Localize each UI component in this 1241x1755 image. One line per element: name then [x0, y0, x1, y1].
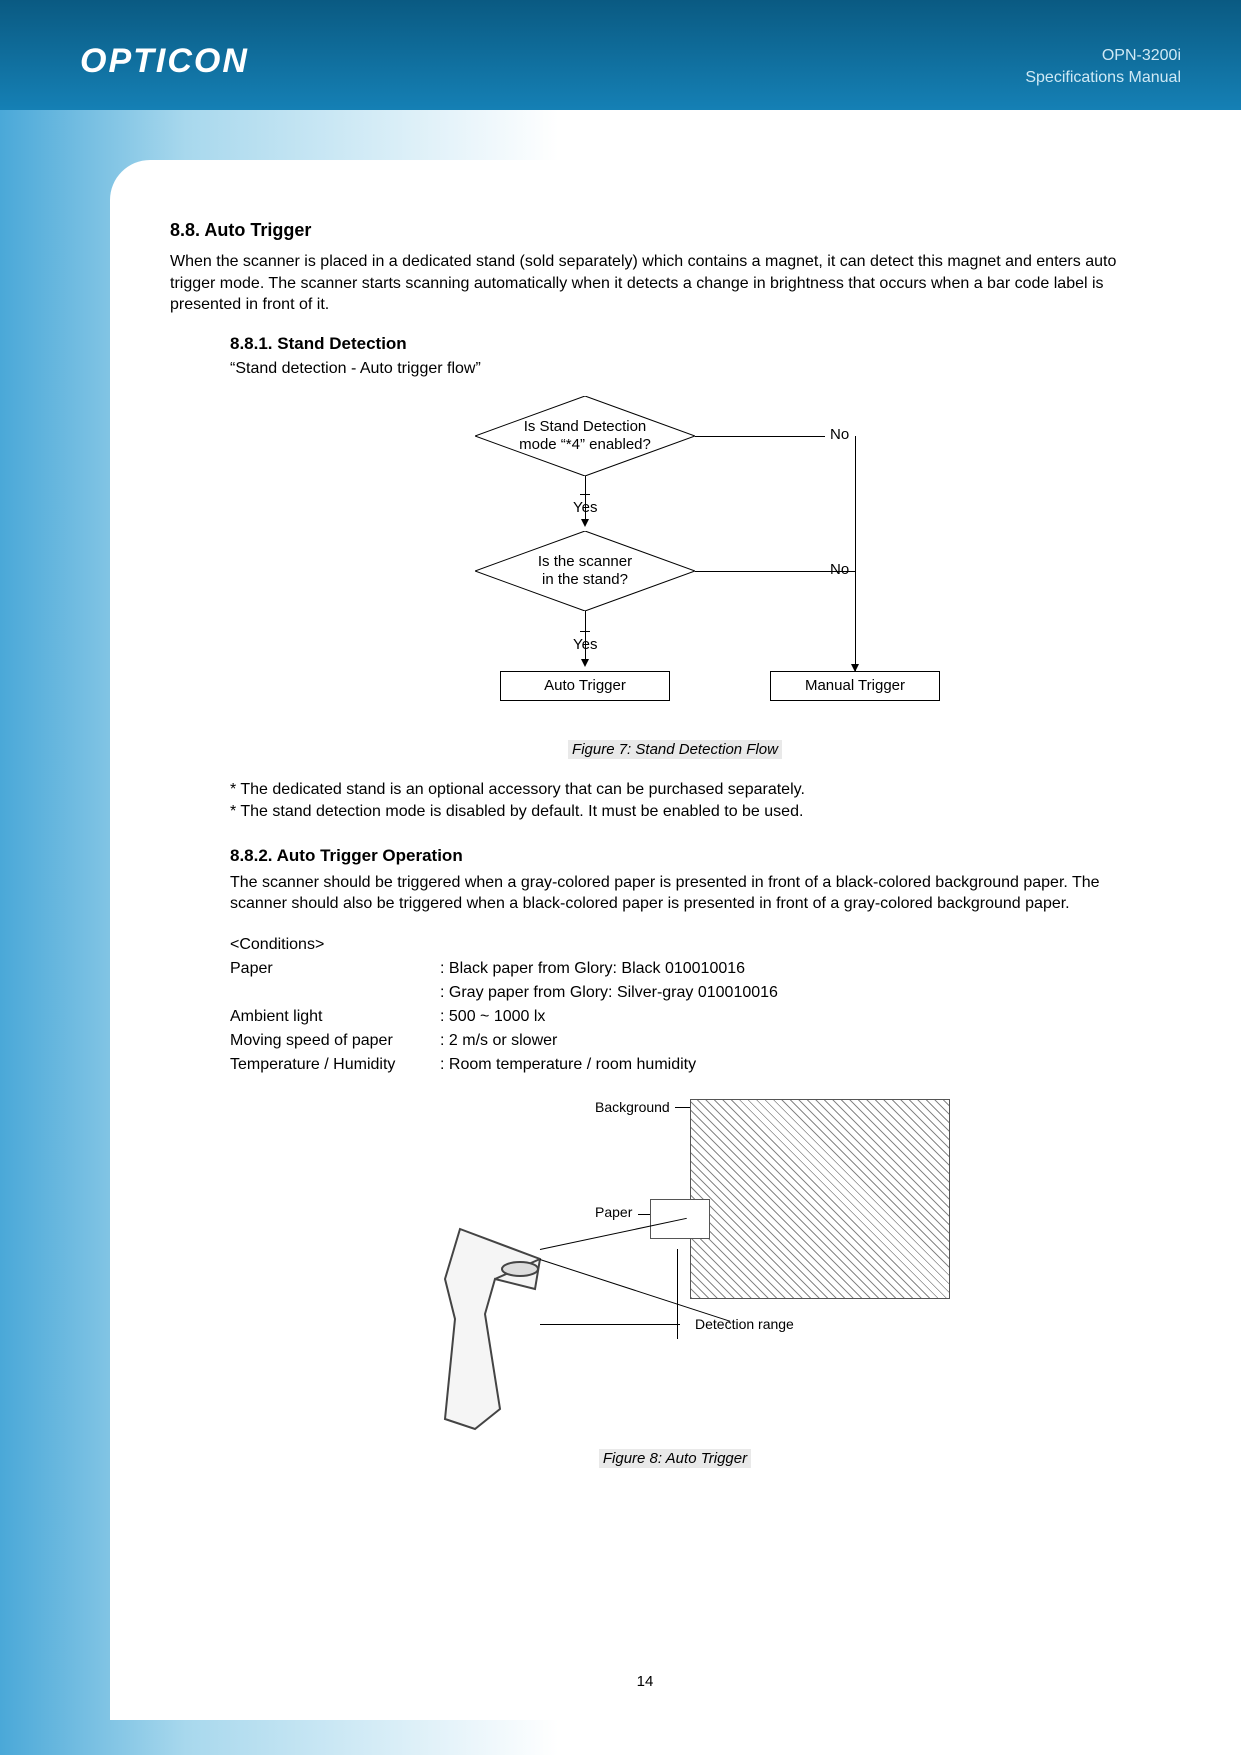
- sub1-note-1: * The stand detection mode is disabled b…: [230, 801, 1120, 823]
- sub2-title: Auto Trigger Operation: [277, 846, 463, 865]
- sub1-title: Stand Detection: [277, 334, 406, 353]
- sub2-para: The scanner should be triggered when a g…: [230, 872, 1120, 915]
- cond-label: Ambient light: [230, 1005, 440, 1029]
- flow-diamond-2: Is the scanner in the stand?: [475, 531, 695, 611]
- brand-logo: OPTICON: [80, 42, 360, 82]
- cond-row: : Gray paper from Glory: Silver-gray 010…: [230, 981, 1120, 1005]
- flow-yes-1: Yes: [573, 499, 597, 516]
- d2-background-label: Background: [595, 1099, 670, 1115]
- cond-label: Paper: [230, 957, 440, 981]
- cond-value: : 500 ~ 1000 lx: [440, 1005, 1120, 1029]
- stand-detection-flowchart: Is Stand Detection mode “*4” enabled? No…: [395, 396, 955, 726]
- flow-box-manual: Manual Trigger: [770, 671, 940, 701]
- flow-line: [855, 436, 856, 681]
- model-name: OPN-3200i: [1025, 45, 1181, 67]
- flow-d1-l2: mode “*4” enabled?: [519, 436, 651, 454]
- cond-label: [230, 981, 440, 1005]
- arrow-down-icon: [581, 659, 589, 667]
- d2-paper-label: Paper: [595, 1204, 632, 1220]
- figure-8-caption: Figure 8: Auto Trigger: [599, 1449, 751, 1468]
- d2-line: [540, 1324, 680, 1325]
- arrow-down-icon: [581, 519, 589, 527]
- conditions-block: <Conditions> Paper : Black paper from Gl…: [230, 933, 1120, 1077]
- cond-row: Ambient light : 500 ~ 1000 lx: [230, 1005, 1120, 1029]
- scanner-icon: [420, 1219, 570, 1439]
- flow-d1-l1: Is Stand Detection: [519, 418, 651, 436]
- flow-tick: [580, 631, 590, 632]
- flow-auto-label: Auto Trigger: [544, 677, 626, 694]
- flow-no-2: No: [830, 561, 849, 578]
- d2-line: [677, 1249, 678, 1339]
- figure-7-caption: Figure 7: Stand Detection Flow: [568, 740, 782, 759]
- cond-value: : Room temperature / room humidity: [440, 1053, 1120, 1077]
- sub1-note-0: * The dedicated stand is an optional acc…: [230, 779, 1120, 801]
- auto-trigger-diagram: Background Paper: [365, 1099, 985, 1439]
- section-number: 8.8.: [170, 220, 200, 240]
- flow-yes-2: Yes: [573, 636, 597, 653]
- flow-manual-label: Manual Trigger: [805, 677, 905, 694]
- d2-line: [675, 1107, 690, 1108]
- cond-row: Paper : Black paper from Glory: Black 01…: [230, 957, 1120, 981]
- cond-row: Temperature / Humidity : Room temperatur…: [230, 1053, 1120, 1077]
- cond-value: : Gray paper from Glory: Silver-gray 010…: [440, 981, 1120, 1005]
- page-number: 14: [110, 1673, 1180, 1690]
- sub2-number: 8.8.2.: [230, 846, 273, 865]
- header-subtitle: OPN-3200i Specifications Manual: [1025, 45, 1181, 88]
- flow-no-1: No: [830, 426, 849, 443]
- flow-tick: [580, 494, 590, 495]
- cond-value: : 2 m/s or slower: [440, 1029, 1120, 1053]
- svg-text:OPTICON: OPTICON: [80, 42, 249, 80]
- d2-background-rect: [690, 1099, 950, 1299]
- subsection-2-heading: 8.8.2. Auto Trigger Operation: [230, 846, 1120, 866]
- cond-label: Temperature / Humidity: [230, 1053, 440, 1077]
- d2-line: [638, 1214, 650, 1215]
- page-header: OPTICON OPN-3200i Specifications Manual: [0, 0, 1241, 110]
- sub1-notes: * The dedicated stand is an optional acc…: [230, 779, 1120, 824]
- section-title: Auto Trigger: [204, 220, 311, 240]
- flow-d2-l2: in the stand?: [538, 571, 632, 589]
- flow-diamond-1: Is Stand Detection mode “*4” enabled?: [475, 396, 695, 476]
- d2-detection-label: Detection range: [695, 1316, 794, 1332]
- sub1-number: 8.8.1.: [230, 334, 273, 353]
- conditions-title: <Conditions>: [230, 933, 1120, 957]
- cond-label: Moving speed of paper: [230, 1029, 440, 1053]
- sub1-quoted: “Stand detection - Auto trigger flow”: [230, 360, 1120, 378]
- cond-row: Moving speed of paper : 2 m/s or slower: [230, 1029, 1120, 1053]
- flow-d2-l1: Is the scanner: [538, 553, 632, 571]
- section-intro: When the scanner is placed in a dedicate…: [170, 251, 1120, 316]
- content-card: 8.8. Auto Trigger When the scanner is pl…: [110, 160, 1180, 1720]
- flow-box-auto: Auto Trigger: [500, 671, 670, 701]
- doc-type: Specifications Manual: [1025, 67, 1181, 89]
- flow-line: [695, 436, 825, 437]
- section-heading: 8.8. Auto Trigger: [170, 220, 1120, 241]
- cond-value: : Black paper from Glory: Black 01001001…: [440, 957, 1120, 981]
- subsection-1-heading: 8.8.1. Stand Detection: [230, 334, 1120, 354]
